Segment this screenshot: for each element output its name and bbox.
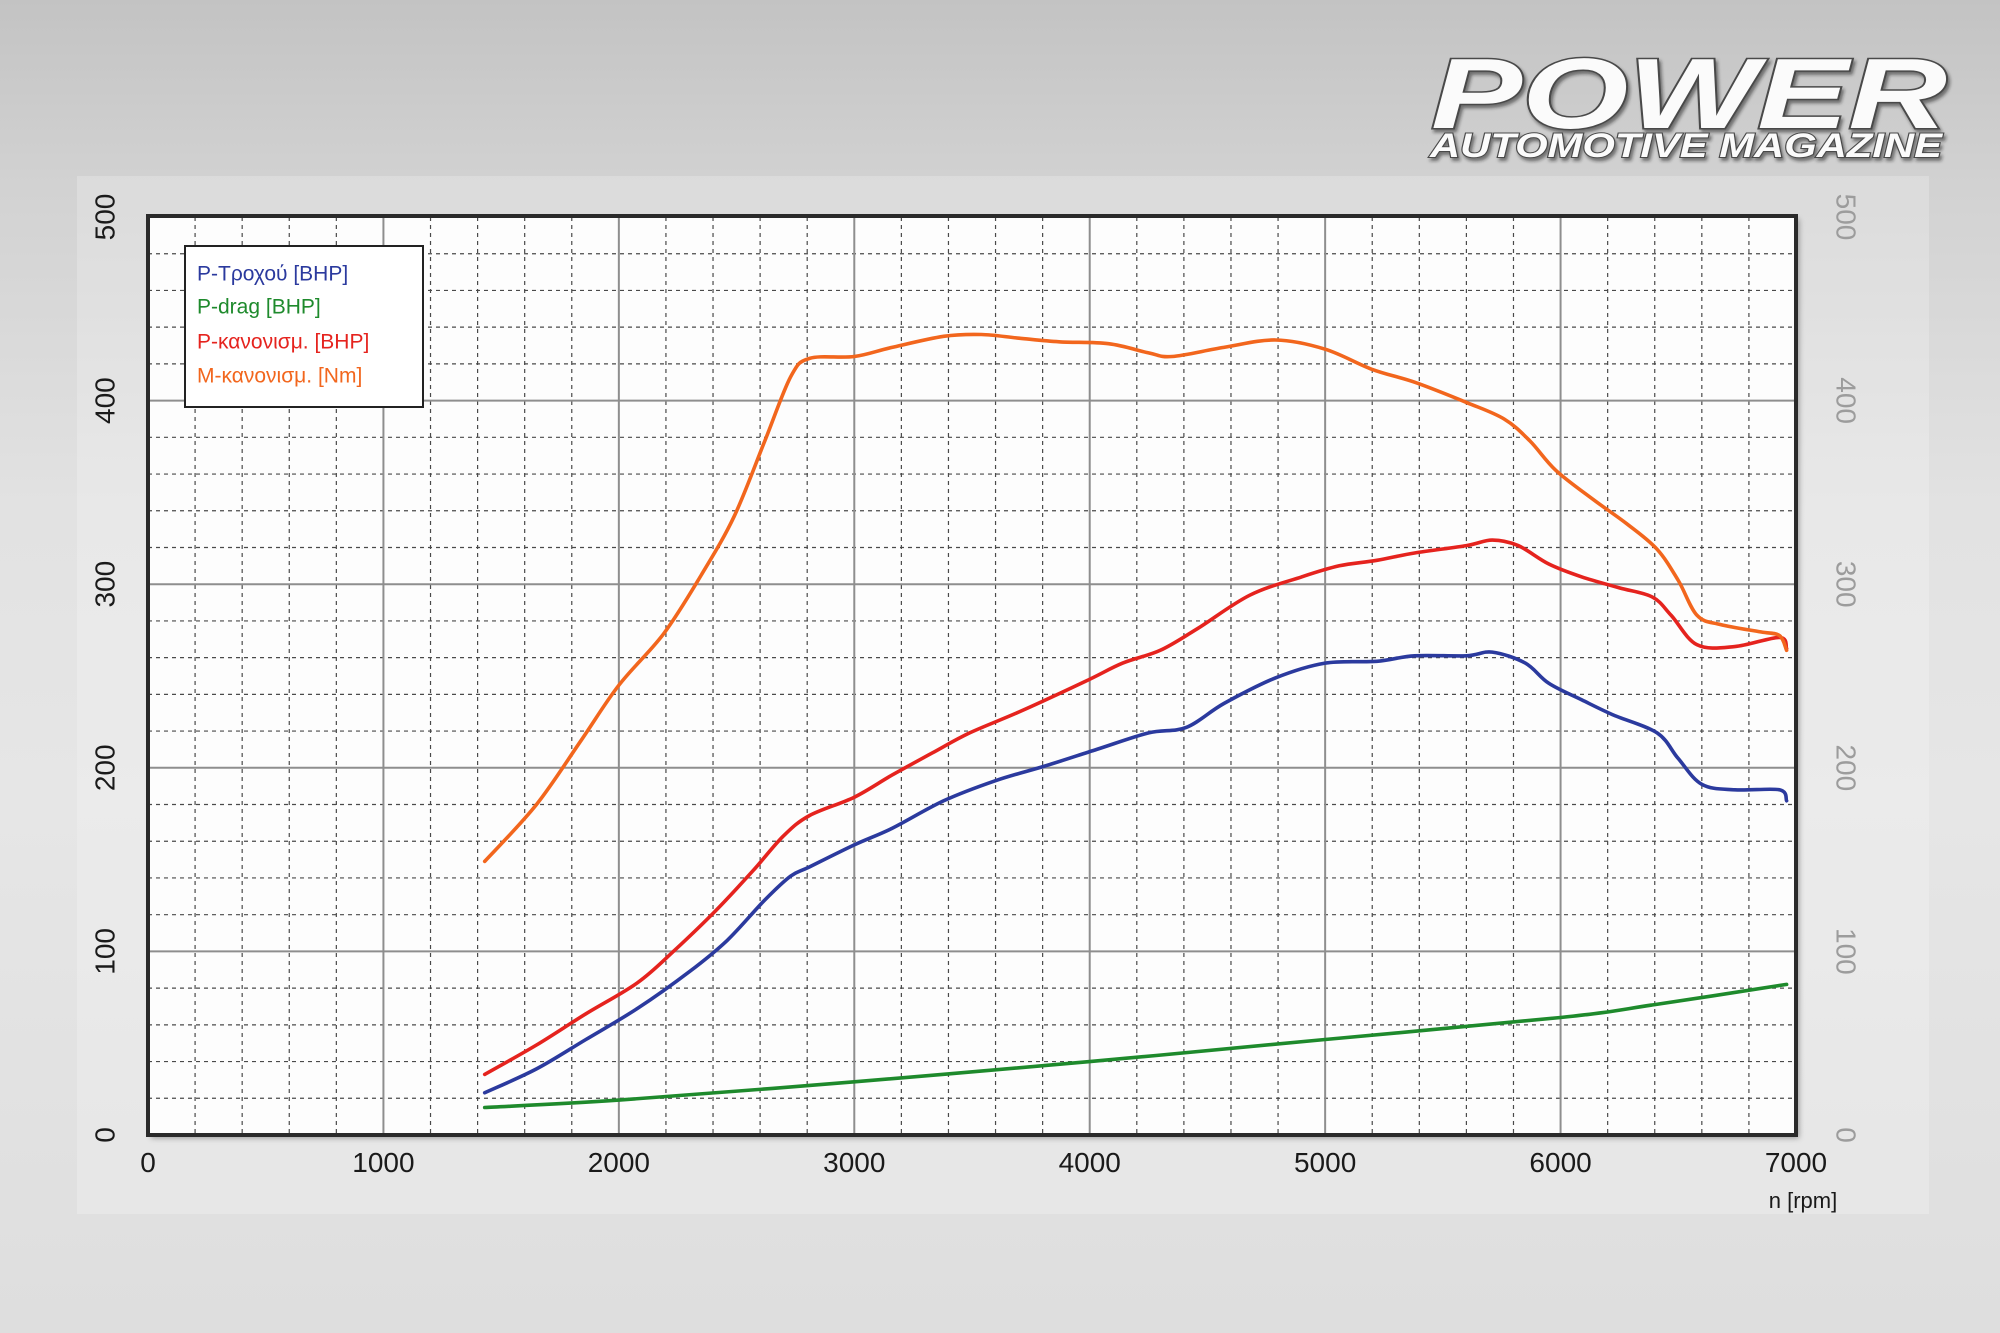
x-tick-label: 1000 [352, 1147, 414, 1178]
plot-grid [148, 217, 1796, 1135]
y-tick-label-left: 300 [90, 561, 121, 608]
y-tick-label-left: 100 [90, 928, 121, 975]
plot-series [482, 332, 1789, 1110]
x-tick-label: 2000 [588, 1147, 650, 1178]
y-tick-label-right: 500 [1831, 194, 1862, 241]
y-tick-label-right: 100 [1831, 928, 1862, 975]
x-tick-label: 6000 [1529, 1147, 1591, 1178]
x-axis-title: n [rpm] [1769, 1188, 1837, 1213]
series-line-drag-power [482, 982, 1789, 1110]
legend-box [184, 245, 424, 408]
series-line-wheel-power [482, 650, 1789, 1095]
legend-entry: P-Τροχού [BHP] [197, 263, 348, 286]
series-line-corrected-power [482, 538, 1789, 1077]
y-tick-label-right: 200 [1831, 744, 1862, 791]
x-tick-label: 0 [140, 1147, 156, 1178]
chart-legend: P-Τροχού [BHP] P-drag [BHP] P-κανονισμ. [B… [184, 245, 424, 408]
x-tick-label: 4000 [1059, 1147, 1121, 1178]
logo-title: POWER [1431, 38, 1947, 150]
plot-axes: 0 1000 2000 3000 4000 5000 6000 700001002003004… [90, 194, 1862, 1213]
legend-entry: P-κανονισμ. [BHP] [197, 331, 369, 354]
legend-entry: P-drag [BHP] [197, 296, 321, 319]
y-tick-label-right: 400 [1831, 377, 1862, 424]
x-tick-label: 7000 [1765, 1147, 1827, 1178]
power-magazine-logo: POWER AUTOMOTIVE MAGAZINE [1428, 37, 1949, 167]
x-tick-label: 3000 [823, 1147, 885, 1178]
x-tick-label: 5000 [1294, 1147, 1356, 1178]
y-tick-label-right: 300 [1831, 561, 1862, 608]
plot-border [146, 214, 1798, 1137]
series-line-corrected-torque [482, 332, 1789, 864]
y-tick-label-left: 500 [90, 194, 121, 241]
y-tick-label-left: 0 [90, 1127, 121, 1143]
plot-frame [146, 214, 1798, 1137]
legend-entry: M-κανονισμ. [Nm] [197, 365, 362, 388]
y-tick-label-left: 200 [90, 744, 121, 791]
logo-subtitle: AUTOMOTIVE MAGAZINE [1429, 127, 1944, 165]
y-tick-label-right: 0 [1831, 1127, 1862, 1143]
y-tick-label-left: 400 [90, 377, 121, 424]
